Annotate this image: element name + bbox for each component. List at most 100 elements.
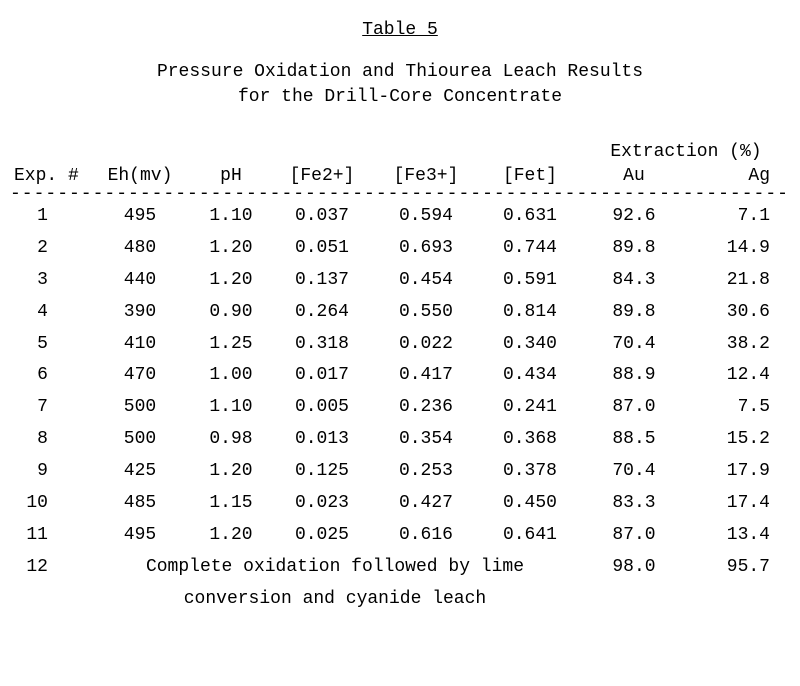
table-row-last-cont: conversion and cyanide leach	[10, 584, 790, 616]
cell-eh: 495	[88, 520, 192, 552]
cell-au: 92.6	[582, 201, 686, 233]
cell-fe2: 0.013	[270, 424, 374, 456]
table-row-last: 12Complete oxidation followed by lime98.…	[10, 552, 790, 584]
cell-exp: 4	[10, 297, 88, 329]
cell-fet: 0.744	[478, 233, 582, 265]
cell-au: 89.8	[582, 233, 686, 265]
cell-au: 88.5	[582, 424, 686, 456]
cell-exp: 9	[10, 456, 88, 488]
cell-fet: 0.814	[478, 297, 582, 329]
cell-note-line1: Complete oxidation followed by lime	[88, 552, 582, 584]
table-row: 64701.000.0170.4170.43488.912.4	[10, 360, 790, 392]
cell-fe3: 0.454	[374, 265, 478, 297]
cell-fe3: 0.616	[374, 520, 478, 552]
header-fe2: [Fe2+]	[270, 164, 374, 188]
header-row-group: Extraction (%)	[10, 140, 790, 164]
cell-fe3: 0.427	[374, 488, 478, 520]
cell-exp: 11	[10, 520, 88, 552]
cell-au: 98.0	[582, 552, 686, 584]
cell-ph: 1.15	[192, 488, 270, 520]
cell-fe3: 0.354	[374, 424, 478, 456]
table-row: 114951.200.0250.6160.64187.013.4	[10, 520, 790, 552]
cell-exp: 7	[10, 392, 88, 424]
cell-exp: 1	[10, 201, 88, 233]
cell-ag: 38.2	[686, 329, 790, 361]
cell-eh: 440	[88, 265, 192, 297]
header-fe3: [Fe3+]	[374, 164, 478, 188]
dash-line: ----------------------------------------…	[10, 188, 790, 201]
cell-ph: 1.20	[192, 265, 270, 297]
cell-fe2: 0.023	[270, 488, 374, 520]
cell-au: 87.0	[582, 392, 686, 424]
cell-eh: 480	[88, 233, 192, 265]
cell-fet: 0.591	[478, 265, 582, 297]
cell-exp: 5	[10, 329, 88, 361]
cell-exp: 10	[10, 488, 88, 520]
cell-fe2: 0.318	[270, 329, 374, 361]
cell-exp: 2	[10, 233, 88, 265]
table-title: Table 5	[10, 20, 790, 40]
cell-eh: 495	[88, 201, 192, 233]
header-au: Au	[582, 164, 686, 188]
cell-eh: 485	[88, 488, 192, 520]
cell-ph: 1.10	[192, 201, 270, 233]
cell-fe3: 0.594	[374, 201, 478, 233]
cell-ag: 7.1	[686, 201, 790, 233]
cell-ph: 1.10	[192, 392, 270, 424]
cell-au: 84.3	[582, 265, 686, 297]
cell-ph: 0.90	[192, 297, 270, 329]
cell-ph: 0.98	[192, 424, 270, 456]
header-ph: pH	[192, 164, 270, 188]
header-exp: Exp. #	[10, 164, 88, 188]
cell-ph: 1.00	[192, 360, 270, 392]
results-table: Extraction (%) Exp. # Eh(mv) pH [Fe2+] […	[10, 140, 790, 615]
cell-ag: 30.6	[686, 297, 790, 329]
cell-eh: 390	[88, 297, 192, 329]
table-row: 54101.250.3180.0220.34070.438.2	[10, 329, 790, 361]
header-eh: Eh(mv)	[88, 164, 192, 188]
cell-fe3: 0.022	[374, 329, 478, 361]
cell-ag: 14.9	[686, 233, 790, 265]
cell-fe2: 0.017	[270, 360, 374, 392]
subtitle-line2: for the Drill-Core Concentrate	[238, 87, 562, 107]
table-row: 94251.200.1250.2530.37870.417.9	[10, 456, 790, 488]
cell-fe3: 0.236	[374, 392, 478, 424]
cell-au: 87.0	[582, 520, 686, 552]
cell-fe2: 0.051	[270, 233, 374, 265]
cell-exp: 12	[10, 552, 88, 584]
cell-fe3: 0.550	[374, 297, 478, 329]
cell-eh: 425	[88, 456, 192, 488]
cell-au: 70.4	[582, 456, 686, 488]
cell-fet: 0.641	[478, 520, 582, 552]
cell-exp: 6	[10, 360, 88, 392]
cell-ag: 95.7	[686, 552, 790, 584]
cell-eh: 500	[88, 424, 192, 456]
header-fet: [Fet]	[478, 164, 582, 188]
cell-fe2: 0.125	[270, 456, 374, 488]
cell-fet: 0.340	[478, 329, 582, 361]
cell-fet: 0.434	[478, 360, 582, 392]
cell-ag: 13.4	[686, 520, 790, 552]
cell-fet: 0.450	[478, 488, 582, 520]
cell-exp: 8	[10, 424, 88, 456]
cell-eh: 500	[88, 392, 192, 424]
cell-ag: 15.2	[686, 424, 790, 456]
cell-ag: 12.4	[686, 360, 790, 392]
cell-eh: 470	[88, 360, 192, 392]
cell-fe3: 0.253	[374, 456, 478, 488]
cell-note-line2: conversion and cyanide leach	[88, 584, 582, 616]
cell-ph: 1.25	[192, 329, 270, 361]
cell-exp: 3	[10, 265, 88, 297]
cell-fet: 0.241	[478, 392, 582, 424]
cell-fe2: 0.137	[270, 265, 374, 297]
cell-ph: 1.20	[192, 456, 270, 488]
cell-ag: 7.5	[686, 392, 790, 424]
header-separator: ----------------------------------------…	[10, 188, 790, 201]
table-row: 75001.100.0050.2360.24187.07.5	[10, 392, 790, 424]
table-row: 14951.100.0370.5940.63192.67.1	[10, 201, 790, 233]
cell-ph: 1.20	[192, 520, 270, 552]
cell-au: 89.8	[582, 297, 686, 329]
cell-au: 83.3	[582, 488, 686, 520]
cell-fet: 0.368	[478, 424, 582, 456]
cell-fe2: 0.037	[270, 201, 374, 233]
